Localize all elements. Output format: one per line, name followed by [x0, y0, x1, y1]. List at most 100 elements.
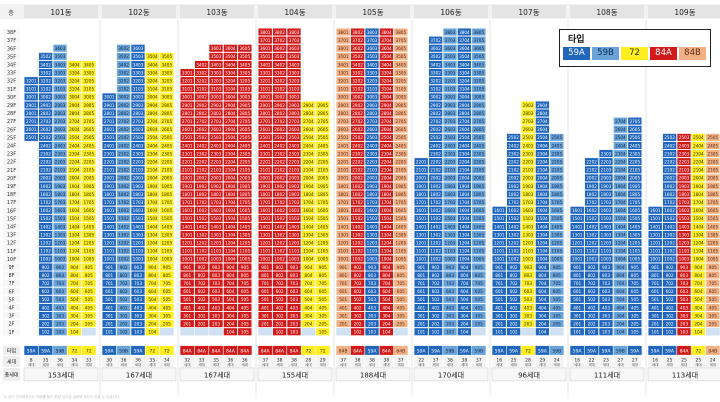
unit-cell — [627, 206, 642, 215]
unit-cell — [194, 109, 209, 118]
unit-number: 2502 — [664, 135, 675, 140]
unit-number: 2303 — [133, 151, 144, 156]
unit-number: 702 — [42, 281, 50, 286]
unit-cell — [584, 206, 599, 215]
pilotis-cell — [336, 328, 351, 336]
household-unit: 세대 — [262, 362, 268, 367]
unit-cell — [180, 149, 195, 158]
unit-number: 301 — [573, 313, 581, 318]
unit-number: 2202 — [352, 160, 363, 165]
unit-cell — [364, 100, 380, 109]
unit-number: 1405 — [395, 224, 406, 229]
household-unit: 세대 — [106, 362, 112, 367]
unit-cell — [520, 165, 536, 174]
unit-number: 3403 — [133, 62, 144, 67]
unit-cell — [116, 206, 131, 215]
unit-number: 505 — [553, 297, 561, 302]
unit-cell — [570, 319, 585, 328]
unit-number: 2303 — [601, 151, 612, 156]
unit-number: 3303 — [211, 70, 222, 75]
unit-number: 2903 — [523, 103, 534, 108]
unit-cell — [520, 206, 536, 215]
type-cell-label: 59A — [509, 348, 519, 354]
unit-cell — [52, 311, 68, 320]
unit-number: 1701 — [260, 200, 271, 205]
unit-cell — [194, 303, 209, 312]
unit-number: 204 — [148, 322, 156, 327]
unit-number: 1903 — [133, 184, 144, 189]
unit-number: 1202 — [274, 241, 285, 246]
unit-number: 2402 — [196, 143, 207, 148]
unit-number: 3001 — [182, 95, 193, 100]
unit-cell — [67, 149, 82, 158]
unit-number: 2603 — [367, 127, 378, 132]
unit-number: 1002 — [664, 257, 675, 262]
unit-cell — [194, 141, 209, 150]
unit-cell — [691, 198, 706, 207]
unit-number: 3802 — [274, 30, 285, 35]
unit-cell — [223, 319, 238, 328]
unit-cell — [102, 222, 117, 231]
unit-cell — [457, 165, 472, 174]
household-count: 25 — [667, 357, 673, 363]
unit-cell — [691, 190, 706, 199]
unit-number: 1303 — [445, 232, 456, 237]
unit-cell — [102, 287, 117, 296]
unit-number: 503 — [680, 297, 688, 302]
unit-cell — [627, 141, 642, 150]
unit-number: 305 — [631, 313, 639, 318]
unit-cell — [379, 133, 394, 142]
unit-cell — [442, 125, 458, 134]
unit-cell — [492, 246, 507, 255]
household-cell — [301, 355, 316, 367]
unit-number: 2101 — [338, 168, 349, 173]
unit-cell — [676, 214, 692, 223]
unit-cell — [237, 327, 252, 336]
unit-number: 2904 — [537, 103, 548, 108]
unit-number: 3604 — [381, 46, 392, 51]
unit-number: 2105 — [83, 168, 94, 173]
unit-number: 1101 — [104, 249, 115, 254]
unit-number: 1104 — [147, 249, 158, 254]
unit-cell — [457, 125, 472, 134]
unit-cell — [52, 246, 68, 255]
unit-number: 2302 — [118, 151, 129, 156]
unit-cell — [364, 214, 380, 223]
unit-cell — [336, 36, 351, 45]
unit-number: 3703 — [367, 38, 378, 43]
household-cell — [521, 355, 535, 367]
unit-cell — [52, 238, 68, 247]
unit-number: 2205 — [83, 160, 94, 165]
unit-number: 2505 — [161, 135, 172, 140]
unit-cell — [414, 254, 429, 263]
unit-cell — [272, 319, 287, 328]
unit-number: 1901 — [182, 184, 193, 189]
type-cell — [194, 345, 209, 355]
unit-cell — [492, 295, 507, 304]
unit-cell — [627, 133, 642, 142]
unit-number: 1504 — [615, 216, 626, 221]
unit-number: 2603 — [523, 127, 534, 132]
unit-number: 405 — [241, 305, 249, 310]
type-cell — [471, 345, 486, 355]
unit-cell — [81, 84, 96, 93]
unit-cell — [364, 28, 380, 36]
unit-cell — [549, 287, 564, 296]
unit-cell — [627, 319, 642, 328]
unit-number: 3202 — [430, 79, 441, 84]
unit-number: 2601 — [260, 127, 271, 132]
unit-cell — [102, 271, 117, 279]
unit-number: 1501 — [416, 216, 427, 221]
unit-cell — [67, 84, 82, 93]
unit-cell — [223, 165, 238, 174]
unit-cell — [520, 230, 536, 239]
unit-cell — [471, 295, 486, 304]
unit-cell — [67, 327, 82, 336]
unit-cell — [180, 230, 195, 239]
unit-cell — [130, 100, 146, 109]
unit-number: 1702 — [196, 200, 207, 205]
unit-number: 3102 — [430, 87, 441, 92]
unit-cell — [52, 52, 68, 61]
unit-number: 2004 — [615, 176, 626, 181]
household-cell — [209, 355, 223, 367]
